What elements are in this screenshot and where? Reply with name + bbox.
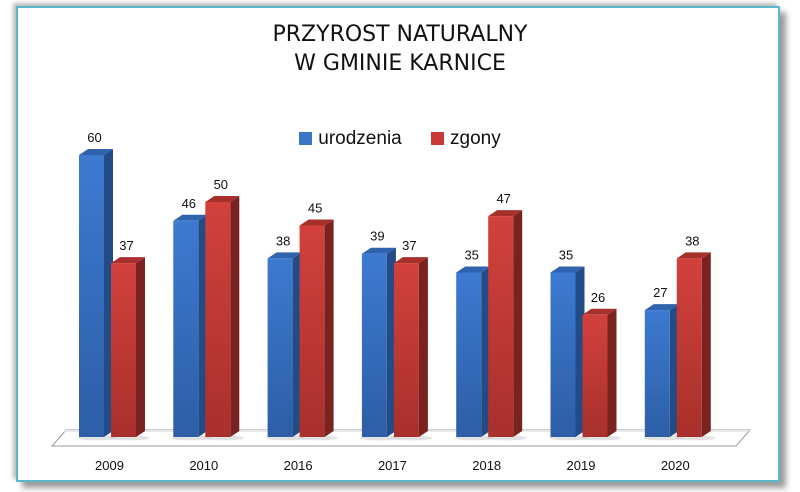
bar-urodzenia-2017: 39 <box>360 229 401 441</box>
data-label: 35 <box>559 248 573 263</box>
bar-urodzenia-2009: 60 <box>77 130 118 441</box>
chart-title: PRZYROST NATURALNY W GMINIE KARNICE <box>0 20 800 78</box>
legend-item-urodzenia: urodzenia <box>299 128 402 150</box>
data-label: 46 <box>182 196 196 211</box>
bar-urodzenia-2010: 46 <box>171 196 212 441</box>
chart-legend: urodzenia zgony <box>0 128 800 150</box>
bar-zgony-2010: 50 <box>203 177 244 441</box>
bar-zgony-2009: 37 <box>109 238 150 441</box>
bar-zgony-2016: 45 <box>298 201 339 441</box>
x-axis-labels: 2009 2010 2016 2017 2018 2019 2020 <box>95 458 690 473</box>
data-label: 47 <box>496 191 510 206</box>
data-label: 45 <box>308 201 322 216</box>
data-label: 26 <box>591 290 605 305</box>
bar-urodzenia-2016: 38 <box>266 233 307 441</box>
chart-title-line-1: PRZYROST NATURALNY <box>272 22 528 47</box>
legend-label: zgony <box>450 128 501 149</box>
x-tick-label: 2017 <box>378 458 407 473</box>
legend-swatch-blue <box>299 132 313 145</box>
chart-title-line-2: W GMINIE KARNICE <box>294 51 506 76</box>
x-tick-label: 2009 <box>95 458 124 473</box>
bar-zgony-2017: 37 <box>392 238 433 441</box>
x-tick-label: 2018 <box>472 458 501 473</box>
x-tick-label: 2016 <box>284 458 313 473</box>
bar-urodzenia-2020: 27 <box>643 285 684 441</box>
bar-zgony-2020: 38 <box>675 233 716 441</box>
bar-zgony-2018: 47 <box>486 191 527 441</box>
data-label: 60 <box>87 130 101 145</box>
x-tick-label: 2019 <box>567 458 596 473</box>
data-label: 39 <box>370 229 384 244</box>
data-label: 37 <box>119 238 133 253</box>
data-label: 38 <box>276 233 290 248</box>
bar-zgony-2019: 26 <box>581 290 621 441</box>
bar-group: 60 37 46 50 38 45 39 37 35 47 35 26 27 38 <box>77 130 716 441</box>
data-label: 35 <box>464 248 478 263</box>
bar-urodzenia-2019: 35 <box>549 248 589 441</box>
data-label: 37 <box>402 238 416 253</box>
data-label: 50 <box>214 177 228 192</box>
data-label: 27 <box>653 285 667 300</box>
bar-urodzenia-2018: 35 <box>454 248 495 441</box>
x-tick-label: 2010 <box>189 458 218 473</box>
legend-label: urodzenia <box>318 128 402 149</box>
legend-swatch-red <box>431 132 445 145</box>
data-label: 38 <box>685 233 699 248</box>
legend-item-zgony: zgony <box>431 128 501 150</box>
x-tick-label: 2020 <box>661 458 690 473</box>
